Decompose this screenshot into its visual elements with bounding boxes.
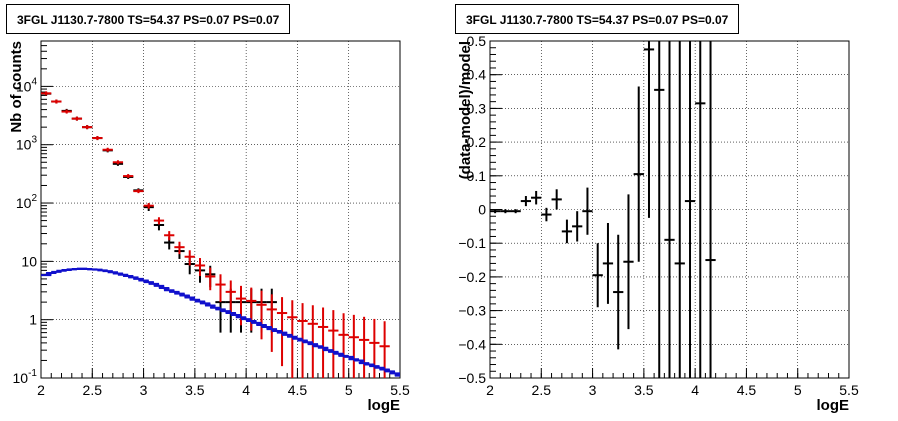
residuals-point [623, 194, 634, 330]
model-point [184, 250, 195, 266]
residuals-point [561, 219, 573, 244]
y-tick-label: −0.1 [458, 235, 486, 251]
residuals-point [572, 211, 583, 242]
model-point [153, 217, 165, 225]
model-point [205, 267, 216, 291]
model-point [225, 280, 236, 314]
y-tick-label: −0.2 [458, 269, 486, 285]
x-tick-label: 3 [589, 382, 597, 398]
model-point [194, 258, 206, 277]
model-point [338, 313, 349, 378]
x-axis-label: logE [817, 397, 850, 414]
model-point [369, 318, 380, 378]
x-tick-label: 2 [486, 382, 494, 398]
x-tick-label: 2.5 [532, 382, 552, 398]
model-point [174, 241, 185, 255]
model-point [123, 174, 134, 179]
y-tick-label: −0.3 [458, 303, 486, 319]
x-tick-label: 3 [140, 382, 148, 398]
residuals-point [602, 222, 614, 304]
x-tick-label: 5.5 [390, 382, 410, 398]
model-point [71, 116, 83, 121]
x-tick-label: 2 [37, 382, 45, 398]
residuals-point [654, 41, 665, 378]
model-point [41, 91, 52, 96]
y-tick-label: 103 [16, 135, 38, 153]
x-axis-label: logE [368, 397, 401, 414]
residuals-point [674, 41, 685, 378]
model-point [266, 294, 277, 352]
y-axis-label: Nb of counts [8, 41, 25, 133]
x-tick-label: 2.5 [83, 382, 103, 398]
y-tick-label: 0.1 [467, 168, 487, 184]
residuals-point [490, 209, 501, 214]
residuals-point [664, 41, 675, 378]
y-tick-label: 0.2 [467, 134, 487, 150]
background-histogram-line [41, 267, 400, 377]
x-tick-label: 5.5 [839, 382, 859, 398]
model-point [133, 189, 144, 194]
residuals-point [551, 189, 562, 210]
residuals-point [510, 209, 521, 214]
x-tick-label: 4.5 [288, 382, 308, 398]
model-point [61, 109, 72, 114]
model-point [348, 314, 359, 378]
residuals-point [684, 41, 696, 378]
y-tick-label: 102 [16, 193, 38, 211]
y-tick-label: 10 [21, 253, 37, 269]
left-chart-title: 3FGL J1130.7-7800 TS=54.37 PS=0.07 PS=0.… [6, 4, 291, 34]
residuals-point [541, 207, 552, 222]
y-tick-label: 0.3 [467, 100, 487, 116]
y-tick-label: 0.5 [467, 33, 487, 49]
x-tick-label: 4 [242, 382, 250, 398]
model-point [164, 231, 175, 241]
model-point [328, 310, 339, 378]
plot-area [490, 41, 716, 378]
model-point [51, 99, 62, 104]
model-point [215, 274, 226, 303]
x-tick-label: 4 [691, 382, 699, 398]
residuals-point [633, 86, 644, 262]
model-point [92, 136, 103, 141]
plot-frame [40, 40, 401, 379]
right-chart-title: 3FGL J1130.7-7800 TS=54.37 PS=0.07 PS=0.… [455, 4, 740, 34]
model-point [82, 125, 93, 130]
residuals-point [592, 243, 603, 308]
model-point [143, 203, 154, 209]
x-tick-label: 5 [345, 382, 353, 398]
residuals-point [500, 209, 511, 214]
model-point [317, 307, 329, 378]
y-tick-label: −0.4 [458, 336, 486, 352]
model-point [112, 160, 124, 165]
x-tick-label: 3.5 [634, 382, 654, 398]
residuals-point [520, 196, 532, 207]
model-point [246, 287, 257, 331]
y-tick-label: 1 [29, 312, 37, 328]
y-tick-label: −0.5 [458, 370, 486, 386]
y-tick-label: 0 [478, 202, 486, 218]
y-axis-label: (data-model)/model [457, 41, 474, 179]
x-tick-label: 4.5 [737, 382, 757, 398]
residuals-point [582, 187, 593, 235]
x-tick-label: 3.5 [185, 382, 205, 398]
plot-area [41, 91, 400, 378]
model-point [102, 147, 113, 152]
residuals-point [705, 41, 716, 378]
residuals-point [613, 234, 624, 350]
y-tick-label: 0.4 [467, 67, 487, 83]
model-point [256, 290, 267, 340]
residuals-point [531, 190, 542, 205]
residuals-point [695, 41, 706, 378]
model-point [358, 316, 370, 378]
x-tick-label: 5 [794, 382, 802, 398]
residuals-point [643, 41, 655, 218]
y-tick-label: 10-1 [13, 368, 38, 386]
